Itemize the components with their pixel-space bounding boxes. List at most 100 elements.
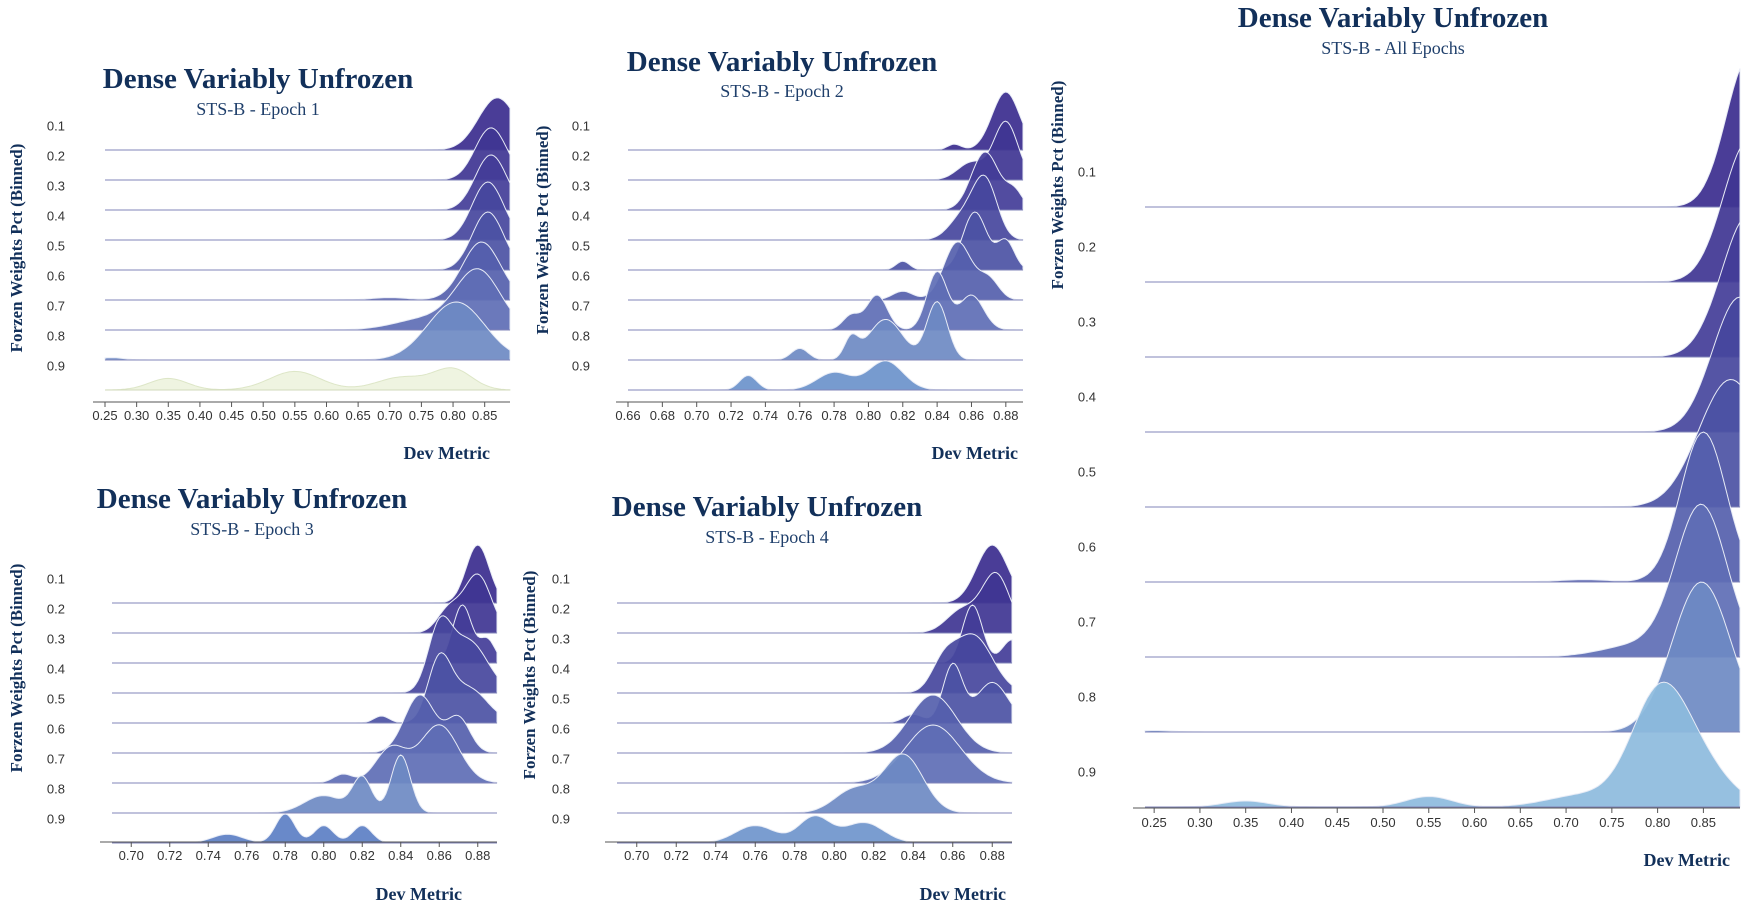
x-tick-label: 0.80 (822, 848, 847, 863)
x-tick-label: 0.85 (1691, 815, 1716, 830)
ridge-0.9 (112, 813, 497, 844)
x-tick-label: 0.45 (1325, 815, 1350, 830)
x-tick-label: 0.74 (753, 408, 778, 423)
row-label: 0.4 (1078, 389, 1096, 404)
row-label: 0.9 (47, 812, 65, 827)
chart-title: Dense Variably Unfrozen (97, 483, 407, 515)
ridge-0.9 (628, 360, 1023, 391)
row-label: 0.1 (47, 572, 65, 587)
x-axis-label: Dev Metric (932, 443, 1018, 463)
x-tick-label: 0.40 (187, 408, 212, 423)
x-tick-label: 0.84 (924, 408, 949, 423)
x-tick-label: 0.74 (703, 848, 728, 863)
x-tick-label: 0.80 (440, 408, 465, 423)
ridgeline-chart-5: Dense Variably Unfrozen STS-B - All Epoch… (1048, 2, 1741, 870)
row-label: 0.8 (572, 329, 590, 344)
row-label: 0.7 (47, 299, 65, 314)
x-tick-label: 0.72 (718, 408, 743, 423)
x-tick-label: 0.70 (377, 408, 402, 423)
x-tick-label: 0.80 (311, 848, 336, 863)
ridge-0.6 (628, 241, 1024, 301)
ridge-0.5 (105, 211, 511, 271)
x-axis-label: Dev Metric (376, 884, 462, 904)
x-tick-label: 0.75 (1599, 815, 1624, 830)
row-label: 0.8 (47, 782, 65, 797)
chart-subtitle: STS-B - All Epochs (1321, 38, 1465, 58)
ridge-0.4 (628, 174, 1024, 241)
row-label: 0.7 (552, 752, 570, 767)
x-tick-label: 0.86 (959, 408, 984, 423)
x-tick-label: 0.76 (743, 848, 768, 863)
ridge-0.1 (617, 544, 1013, 604)
row-label: 0.5 (47, 692, 65, 707)
y-axis-label: Forzen Weights Pct (Binned) (533, 126, 552, 335)
ridge-0.6 (105, 241, 511, 301)
row-label: 0.7 (1078, 614, 1096, 629)
x-tick-label: 0.25 (92, 408, 117, 423)
row-label: 0.6 (47, 722, 65, 737)
x-tick-label: 0.85 (472, 408, 497, 423)
x-tick-label: 0.50 (251, 408, 276, 423)
row-label: 0.2 (552, 602, 570, 617)
row-label: 0.1 (572, 119, 590, 134)
y-axis-label: Forzen Weights Pct (Binned) (520, 571, 539, 780)
row-label: 0.4 (572, 209, 590, 224)
ridge-0.3 (628, 151, 1024, 211)
row-label: 0.2 (47, 149, 65, 164)
x-tick-label: 0.86 (427, 848, 452, 863)
ridge-0.1 (1145, 68, 1741, 208)
row-label: 0.3 (47, 179, 65, 194)
x-tick-label: 0.55 (282, 408, 307, 423)
ridge-0.8 (104, 301, 511, 361)
y-axis-label: Forzen Weights Pct (Binned) (7, 564, 26, 773)
chart-subtitle: STS-B - Epoch 1 (196, 99, 320, 119)
row-label: 0.5 (572, 239, 590, 254)
row-label: 0.7 (572, 299, 590, 314)
ridgeline-chart-3: Dense Variably Unfrozen STS-B - Epoch 3 0.… (7, 483, 498, 904)
x-tick-label: 0.78 (782, 848, 807, 863)
row-label: 0.8 (552, 782, 570, 797)
row-label: 0.9 (47, 359, 65, 374)
ridge-0.2 (1145, 148, 1741, 283)
row-label: 0.2 (47, 602, 65, 617)
x-tick-label: 0.74 (196, 848, 221, 863)
chart-title: Dense Variably Unfrozen (612, 491, 922, 523)
x-axis-label: Dev Metric (404, 443, 490, 463)
x-tick-label: 0.88 (993, 408, 1018, 423)
row-label: 0.3 (47, 632, 65, 647)
x-tick-label: 0.55 (1416, 815, 1441, 830)
row-label: 0.8 (47, 329, 65, 344)
row-label: 0.3 (1078, 314, 1096, 329)
ridge-0.4 (1145, 296, 1741, 433)
row-label: 0.1 (1078, 164, 1096, 179)
ridge-0.7 (112, 724, 498, 784)
x-tick-label: 0.72 (157, 848, 182, 863)
ridge-0.4 (105, 181, 511, 241)
x-tick-label: 0.82 (350, 848, 375, 863)
x-tick-label: 0.30 (1187, 815, 1212, 830)
row-label: 0.6 (47, 269, 65, 284)
row-label: 0.2 (572, 149, 590, 164)
x-tick-label: 0.84 (901, 848, 926, 863)
x-tick-label: 0.80 (1645, 815, 1670, 830)
x-tick-label: 0.80 (856, 408, 881, 423)
row-label: 0.9 (552, 812, 570, 827)
x-tick-label: 0.35 (1233, 815, 1258, 830)
row-label: 0.2 (1078, 239, 1096, 254)
ridge-0.3 (1145, 221, 1741, 358)
row-label: 0.9 (1078, 764, 1096, 779)
row-label: 0.7 (47, 752, 65, 767)
row-label: 0.4 (47, 209, 65, 224)
x-tick-label: 0.88 (980, 848, 1005, 863)
chart-subtitle: STS-B - Epoch 2 (720, 81, 844, 101)
row-label: 0.6 (1078, 539, 1096, 554)
x-tick-label: 0.68 (650, 408, 675, 423)
ridge-0.9 (617, 815, 1012, 844)
x-tick-label: 0.60 (314, 408, 339, 423)
row-label: 0.6 (572, 269, 590, 284)
row-label: 0.4 (47, 662, 65, 677)
x-tick-label: 0.86 (940, 848, 965, 863)
chart-subtitle: STS-B - Epoch 3 (190, 519, 314, 539)
x-tick-label: 0.78 (273, 848, 298, 863)
